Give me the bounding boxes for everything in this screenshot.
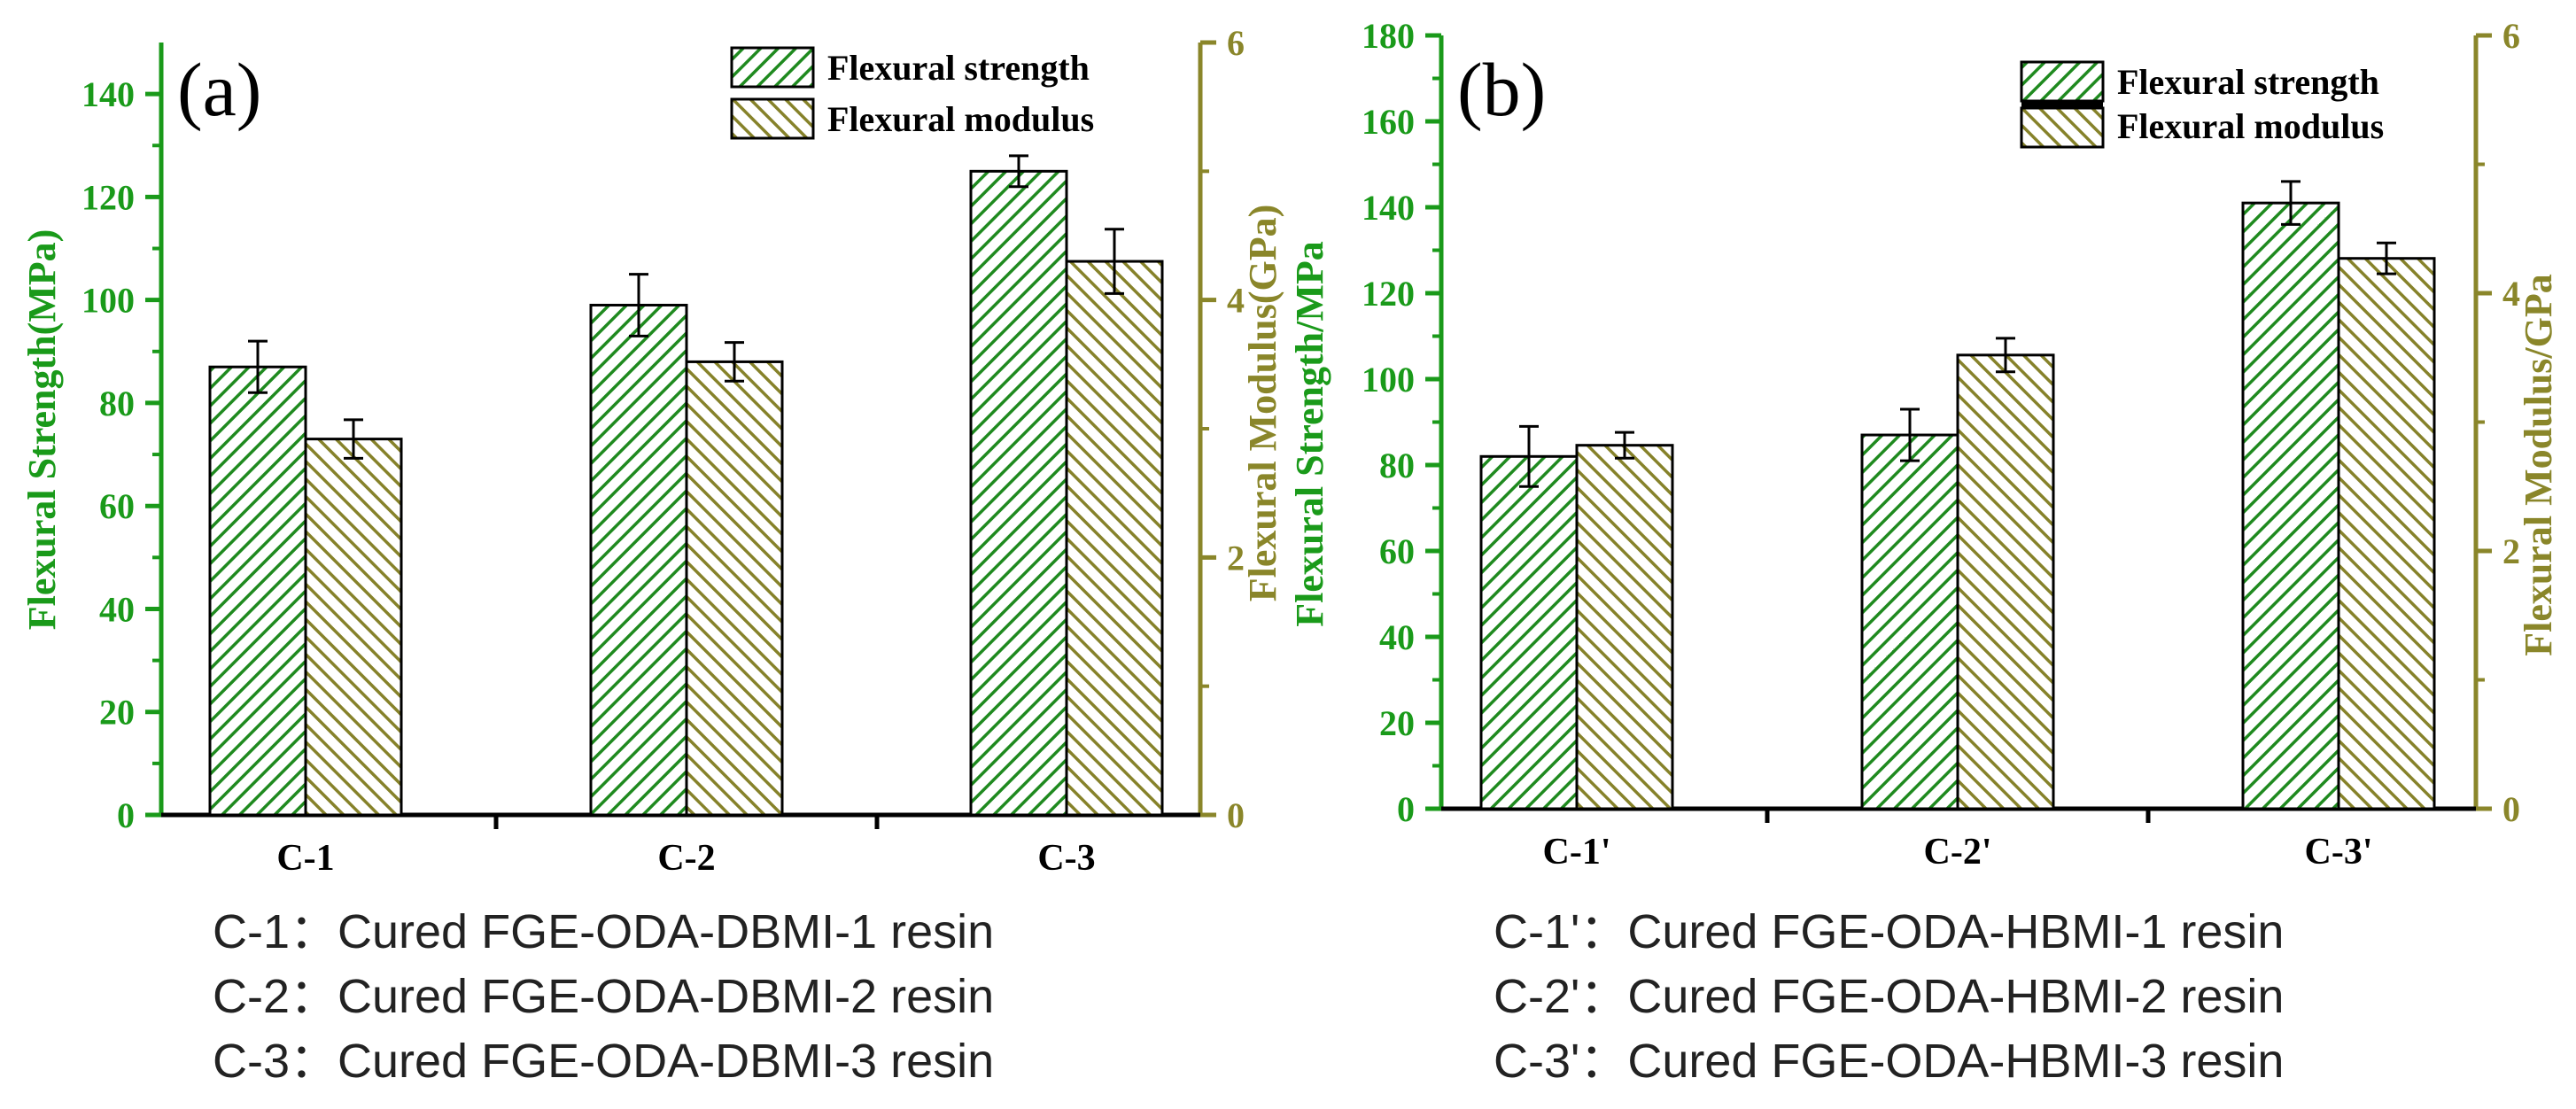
right-axis-tick-label: 4 [1227, 281, 1245, 321]
legend-label-strength: Flexural strength [827, 48, 1090, 88]
caption-line: C-2：Cured FGE-ODA-DBMI-2 resin [213, 970, 994, 1023]
right-axis-tick-label: 6 [2502, 16, 2520, 56]
caption-line: C-3：Cured FGE-ODA-DBMI-3 resin [213, 1035, 994, 1088]
left-axis-tick-label: 80 [99, 384, 135, 423]
left-axis-tick-label: 40 [99, 589, 135, 629]
bar-flexural-strength [2241, 201, 2340, 810]
bar-flexural-modulus [1065, 260, 1164, 817]
legend-swatch-modulus [2020, 106, 2105, 149]
legend-label-modulus: Flexural modulus [827, 99, 1094, 139]
x-axis-category-label: C-2 [657, 838, 715, 879]
bar-flexural-modulus [685, 360, 784, 817]
panel-a-legend: Flexural strength Flexural modulus [730, 46, 1094, 140]
bar-flexural-strength [1479, 454, 1579, 810]
left-axis-tick-label: 100 [1362, 360, 1415, 399]
x-axis-category-label: C-2' [1924, 832, 1992, 872]
bar-flexural-strength [589, 303, 688, 817]
legend-label-modulus: Flexural modulus [2117, 106, 2384, 146]
left-axis-tick-label: 40 [1379, 617, 1415, 657]
right-axis-tick-label: 4 [2502, 274, 2520, 314]
bar-flexural-modulus [1575, 444, 1674, 810]
panel-b-left-axis-title: Flexural Strength/MPa [1288, 241, 1331, 626]
left-axis-tick-label: 180 [1362, 16, 1415, 56]
panel-b-right-axis-title: Flexural Modulus/GPa [2517, 274, 2560, 655]
panel-a-right-axis-title: Flexural Modulus(GPa) [1241, 205, 1284, 602]
x-axis-category-label: C-1' [1543, 832, 1611, 872]
right-axis-tick-label: 6 [1227, 23, 1245, 63]
left-axis-tick-label: 0 [117, 795, 135, 835]
bar-flexural-modulus [2337, 257, 2436, 810]
legend-label-strength: Flexural strength [2117, 62, 2379, 102]
caption-line: C-1'：Cured FGE-ODA-HBMI-1 resin [1494, 905, 2284, 958]
plot-area-b: 0 20 40 60 80 100 120 140 160 180 0 2 4 6 C-1' C-2' C-3' [1362, 16, 2520, 872]
x-axis-category-label: C-3 [1037, 838, 1095, 879]
right-axis-tick-label: 0 [1227, 795, 1245, 835]
left-axis-tick-label: 80 [1379, 446, 1415, 485]
left-axis-tick-label: 20 [1379, 703, 1415, 743]
left-axis-tick-label: 20 [99, 693, 135, 733]
panel-a: 0 20 40 60 80 100 120 140 0 2 4 6 C-1 C-2 C-3 (a) Flex… [20, 23, 1284, 1088]
panel-a-label: (a) [177, 47, 261, 132]
panel-b-captions: C-1'：Cured FGE-ODA-HBMI-1 resin C-2'：Cur… [1494, 905, 2284, 1088]
panel-b: 0 20 40 60 80 100 120 140 160 180 0 2 4 6 C-1' C-2' C-3'… [1288, 16, 2560, 1088]
right-axis-tick-label: 2 [1227, 538, 1245, 578]
x-axis-category-label: C-3' [2305, 832, 2373, 872]
bar-flexural-strength [208, 365, 307, 817]
panel-a-left-axis-title: Flexural Strength(MPa) [20, 229, 64, 631]
left-axis-tick-label: 0 [1397, 789, 1415, 829]
left-axis-tick-label: 60 [99, 486, 135, 526]
left-axis-tick-label: 120 [81, 177, 135, 217]
legend-swatch-modulus [730, 97, 815, 140]
panel-b-legend: Flexural strength Flexural modulus [2020, 60, 2384, 149]
right-axis-tick-label: 2 [2502, 531, 2520, 571]
bar-flexural-strength [1860, 433, 1959, 810]
x-axis-category-label: C-1 [276, 838, 334, 879]
caption-line: C-3'：Cured FGE-ODA-HBMI-3 resin [1494, 1035, 2284, 1088]
left-axis-tick-label: 100 [81, 281, 135, 321]
bar-flexural-modulus [1956, 353, 2055, 810]
bar-flexural-modulus [304, 438, 403, 817]
legend-swatch-strength [730, 46, 815, 89]
left-axis-tick-label: 140 [1362, 188, 1415, 228]
left-axis-tick-label: 120 [1362, 274, 1415, 314]
legend-swatch-strength [2020, 60, 2105, 103]
left-axis-tick-label: 140 [81, 74, 135, 114]
bar-flexural-strength [969, 169, 1068, 817]
panel-a-captions: C-1：Cured FGE-ODA-DBMI-1 resin C-2：Cured… [213, 905, 994, 1088]
panel-b-label: (b) [1457, 47, 1546, 132]
caption-line: C-2'：Cured FGE-ODA-HBMI-2 resin [1494, 970, 2284, 1023]
caption-line: C-1：Cured FGE-ODA-DBMI-1 resin [213, 905, 994, 958]
right-axis-tick-label: 0 [2502, 789, 2520, 829]
left-axis-tick-label: 60 [1379, 531, 1415, 571]
left-axis-tick-label: 160 [1362, 102, 1415, 142]
plot-area-a: 0 20 40 60 80 100 120 140 0 2 4 6 C-1 C-2 C-3 [81, 23, 1245, 879]
